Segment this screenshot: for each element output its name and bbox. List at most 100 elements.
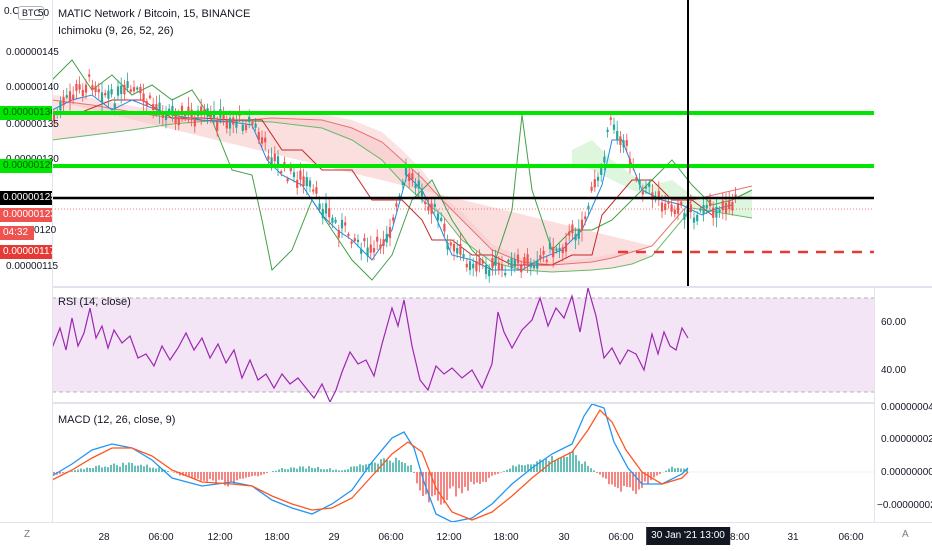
- macd-hist-bar: [593, 470, 594, 472]
- macd-hist-bar: [395, 458, 396, 472]
- candle-body: [351, 242, 353, 244]
- candle-body: [194, 119, 196, 126]
- macd-hist-bar: [332, 470, 333, 472]
- time-axis-label: 18:00: [724, 532, 749, 543]
- green-level-tag-1: 0.00000136: [0, 106, 52, 120]
- candle-body: [591, 187, 593, 191]
- macd-hist-bar: [257, 472, 258, 476]
- candle-body: [114, 103, 116, 109]
- candle-body: [264, 138, 266, 143]
- candle-body: [498, 263, 500, 271]
- candle-body: [344, 222, 346, 225]
- macd-hist-bar: [362, 465, 363, 472]
- macd-hist-bar: [569, 452, 570, 472]
- auto-scale-button[interactable]: A: [902, 529, 909, 540]
- candle-body: [255, 124, 257, 128]
- candle-body: [299, 171, 301, 180]
- time-axis-label: 06:00: [608, 532, 633, 543]
- time-axis[interactable]: Z 28 06:00 12:00 18:00 29 06:00 12:00 18…: [0, 522, 932, 551]
- price-axis-label: 0.00000140: [6, 82, 59, 93]
- candle-body: [178, 117, 180, 125]
- candle-body: [107, 91, 109, 99]
- macd-hist-bar: [287, 469, 288, 472]
- candle-body: [347, 234, 349, 236]
- time-axis-label: 29: [328, 532, 339, 543]
- macd-hist-bar: [398, 460, 399, 472]
- macd-hist-bar: [509, 468, 510, 472]
- macd-hist-bar: [533, 464, 534, 472]
- candle-body: [533, 265, 535, 268]
- candle-body: [725, 203, 727, 213]
- macd-hist-bar: [386, 460, 387, 472]
- price-axis-label: 0.00000135: [6, 119, 59, 130]
- candle-body: [130, 89, 132, 91]
- candle-body: [152, 104, 154, 110]
- rsi-chart[interactable]: [52, 288, 874, 402]
- macd-hist-bar: [320, 469, 321, 472]
- macd-hist-bar: [617, 472, 618, 488]
- macd-hist-bar: [254, 472, 255, 476]
- ichimoku-legend[interactable]: Ichimoku (9, 26, 52, 26): [58, 25, 174, 37]
- macd-hist-bar: [491, 472, 492, 476]
- candle-body: [338, 230, 340, 238]
- macd-hist-bar: [566, 457, 567, 472]
- macd-hist-bar: [200, 472, 201, 481]
- candle-body: [619, 136, 621, 145]
- zoom-reset-button[interactable]: Z: [24, 529, 30, 540]
- candle-body: [235, 121, 237, 128]
- macd-hist-bar: [575, 455, 576, 472]
- candle-body: [325, 203, 327, 213]
- macd-hist-bar: [425, 472, 426, 494]
- time-axis-label: 06:00: [838, 532, 863, 543]
- macd-hist-bar: [137, 466, 138, 472]
- macd-hist-bar: [416, 472, 417, 483]
- candle-body: [424, 202, 426, 204]
- macd-hist-bar: [206, 472, 207, 482]
- macd-axis-label: 0.00000002: [881, 434, 932, 445]
- candle-body: [517, 255, 519, 264]
- macd-hist-bar: [212, 472, 213, 481]
- time-axis-label: 12:00: [207, 532, 232, 543]
- macd-hist-bar: [446, 472, 447, 500]
- macd-hist-bar: [338, 470, 339, 472]
- candle-body: [690, 204, 692, 212]
- macd-hist-bar: [278, 469, 279, 472]
- low-price-tag: 0.00000117: [0, 245, 52, 259]
- macd-hist-bar: [623, 472, 624, 486]
- macd-hist-bar: [605, 472, 606, 479]
- macd-hist-bar: [392, 463, 393, 472]
- macd-hist-bar: [650, 472, 651, 480]
- candle-body: [155, 104, 157, 110]
- rsi-legend[interactable]: RSI (14, close): [58, 296, 131, 308]
- price-axis-left[interactable]: 0.C BTC 50 0.00000145 0.00000140 0.00000…: [0, 0, 53, 522]
- candle-body: [91, 85, 93, 90]
- candle-body: [216, 122, 218, 131]
- macd-hist-bar: [419, 472, 420, 491]
- candle-body: [610, 118, 612, 120]
- macd-hist-bar: [209, 472, 210, 479]
- macd-hist-bar: [242, 472, 243, 479]
- macd-hist-bar: [602, 472, 603, 477]
- macd-hist-bar: [614, 472, 615, 487]
- candle-body: [715, 207, 717, 218]
- candle-body: [309, 181, 311, 187]
- candle-body: [139, 87, 141, 93]
- macd-legend[interactable]: MACD (12, 26, close, 9): [58, 414, 175, 426]
- candle-body: [383, 239, 385, 246]
- candle-body: [149, 96, 151, 99]
- macd-hist-bar: [101, 467, 102, 472]
- candle-body: [584, 216, 586, 219]
- indicator-axis-right[interactable]: 60.00 40.00 0.00000004 0.00000002 0.0000…: [874, 288, 932, 522]
- macd-hist-bar: [98, 465, 99, 472]
- price-chart[interactable]: [52, 0, 874, 287]
- candle-body: [427, 206, 429, 210]
- candle-body: [267, 156, 269, 160]
- candle-body: [101, 92, 103, 102]
- candle-body: [479, 258, 481, 265]
- macd-hist-bar: [599, 472, 600, 475]
- macd-hist-bar: [374, 463, 375, 472]
- macd-hist-bar: [236, 472, 237, 480]
- macd-hist-bar: [290, 467, 291, 472]
- candle-body: [466, 264, 468, 268]
- countdown-tag: 04:32: [0, 226, 34, 240]
